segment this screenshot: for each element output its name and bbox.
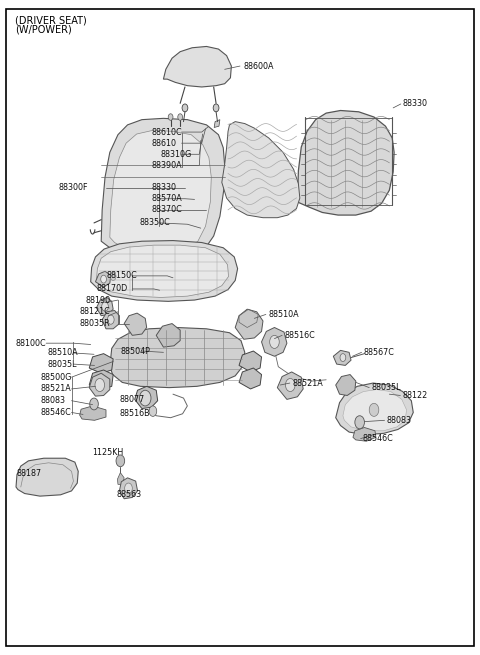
Polygon shape — [96, 271, 111, 287]
Circle shape — [101, 275, 107, 283]
Text: 88563: 88563 — [117, 491, 142, 499]
Polygon shape — [156, 324, 180, 347]
Circle shape — [355, 416, 364, 429]
Text: 88567C: 88567C — [363, 348, 395, 357]
Text: 88350C: 88350C — [140, 218, 170, 227]
Polygon shape — [343, 390, 407, 431]
Text: 88121C: 88121C — [80, 307, 110, 316]
Circle shape — [369, 403, 379, 417]
Text: 88187: 88187 — [16, 470, 41, 478]
Polygon shape — [222, 122, 300, 217]
Text: 88190: 88190 — [86, 295, 111, 305]
Polygon shape — [333, 350, 351, 365]
Text: 88546C: 88546C — [41, 408, 72, 417]
Polygon shape — [336, 383, 413, 435]
Text: (W/POWER): (W/POWER) — [15, 25, 72, 35]
Text: 88516C: 88516C — [284, 331, 315, 340]
Polygon shape — [239, 368, 262, 389]
Circle shape — [149, 406, 157, 417]
Polygon shape — [262, 328, 287, 356]
Text: 88330: 88330 — [152, 183, 177, 192]
Circle shape — [116, 455, 125, 467]
Circle shape — [182, 104, 188, 112]
Text: 88570A: 88570A — [152, 195, 183, 203]
Text: 88170D: 88170D — [96, 284, 128, 293]
Circle shape — [125, 483, 132, 493]
Polygon shape — [124, 313, 147, 335]
Polygon shape — [120, 478, 138, 498]
Text: 88122: 88122 — [403, 391, 428, 400]
Text: 88310G: 88310G — [160, 150, 192, 159]
Polygon shape — [110, 328, 245, 388]
Polygon shape — [89, 370, 113, 390]
Text: 88330: 88330 — [403, 100, 428, 109]
Text: 88100C: 88100C — [15, 339, 46, 348]
Text: 1125KH: 1125KH — [93, 449, 124, 457]
Text: 88035R: 88035R — [80, 319, 110, 328]
Polygon shape — [214, 120, 220, 128]
Polygon shape — [235, 309, 263, 339]
Polygon shape — [102, 310, 120, 329]
Text: 88150C: 88150C — [107, 271, 138, 280]
Polygon shape — [91, 240, 238, 301]
Polygon shape — [89, 373, 110, 396]
Text: 88083: 88083 — [41, 396, 66, 405]
Polygon shape — [89, 354, 113, 373]
Polygon shape — [277, 372, 303, 400]
Circle shape — [168, 114, 173, 121]
Circle shape — [110, 272, 116, 280]
Text: 88083: 88083 — [386, 416, 411, 425]
Text: 88300F: 88300F — [58, 183, 88, 192]
Text: 88516B: 88516B — [120, 409, 151, 419]
Polygon shape — [110, 130, 211, 252]
Polygon shape — [181, 120, 187, 128]
Text: (DRIVER SEAT): (DRIVER SEAT) — [15, 15, 87, 25]
Text: 88510A: 88510A — [269, 310, 300, 319]
Polygon shape — [336, 375, 356, 396]
Polygon shape — [118, 473, 124, 484]
Polygon shape — [353, 428, 376, 441]
Circle shape — [270, 335, 279, 348]
Text: 88610C: 88610C — [152, 128, 182, 137]
Polygon shape — [16, 458, 78, 496]
Text: 88370C: 88370C — [152, 206, 183, 214]
Text: 88035L: 88035L — [372, 383, 401, 392]
Polygon shape — [96, 297, 113, 316]
Text: 88077: 88077 — [120, 395, 145, 404]
Text: 88510A: 88510A — [48, 348, 78, 358]
Text: 88521A: 88521A — [293, 379, 324, 388]
Text: 88521A: 88521A — [41, 384, 72, 394]
Circle shape — [340, 354, 346, 362]
Polygon shape — [163, 47, 231, 87]
Circle shape — [213, 104, 219, 112]
Text: 88546C: 88546C — [362, 434, 393, 443]
Polygon shape — [80, 406, 106, 421]
Polygon shape — [96, 245, 228, 297]
Polygon shape — [298, 111, 394, 215]
Text: 88035L: 88035L — [48, 360, 77, 369]
Circle shape — [178, 114, 182, 121]
Text: 88390A: 88390A — [152, 161, 182, 170]
Circle shape — [108, 315, 114, 324]
Circle shape — [140, 390, 151, 406]
Circle shape — [95, 379, 105, 392]
Circle shape — [90, 398, 98, 410]
Text: 88504P: 88504P — [120, 346, 150, 356]
Polygon shape — [135, 386, 157, 409]
Circle shape — [286, 379, 295, 392]
Text: 88610: 88610 — [152, 139, 177, 147]
Polygon shape — [101, 119, 225, 257]
Circle shape — [102, 302, 108, 311]
Polygon shape — [239, 351, 262, 372]
Text: 88600A: 88600A — [244, 62, 275, 71]
Text: 88500G: 88500G — [41, 373, 72, 382]
